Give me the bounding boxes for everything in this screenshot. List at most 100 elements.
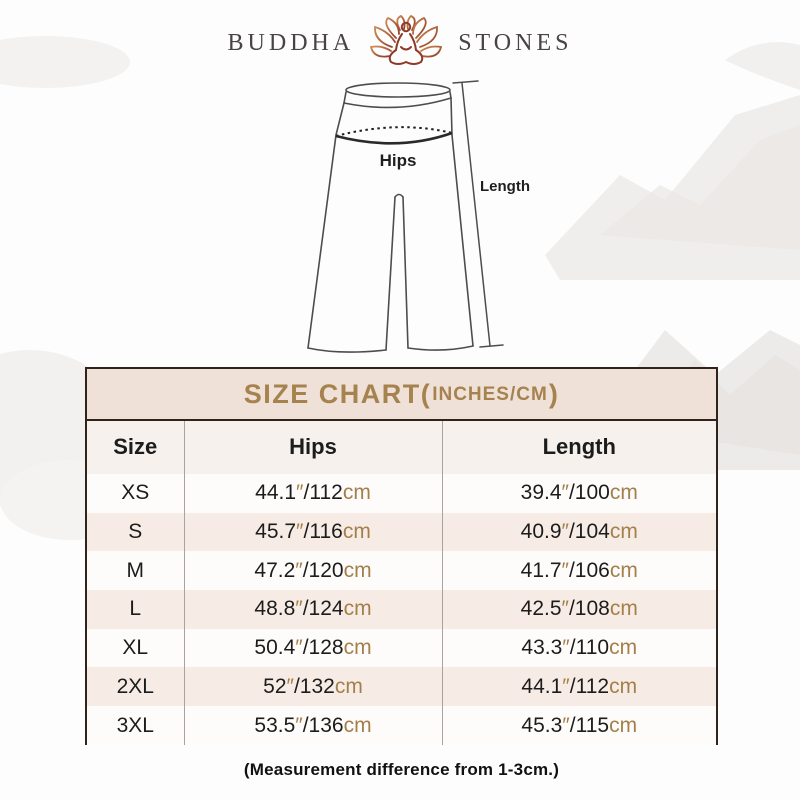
size-cell: L [87, 590, 184, 629]
inch-mark: ″ [295, 597, 303, 621]
inches-value: 39.4 [520, 481, 562, 505]
cm-value: 136 [308, 713, 344, 737]
inch-mark: ″ [562, 636, 570, 660]
cm-value: 110 [575, 636, 610, 660]
hips-dotted-line [335, 126, 453, 137]
slash: / [302, 558, 309, 582]
inch-mark: ″ [296, 481, 304, 505]
inch-mark: ″ [561, 597, 569, 621]
hips-cell: 44.1″/112cm [183, 473, 442, 513]
inches-value: 43.3 [521, 636, 563, 660]
cm-value: 124 [308, 597, 344, 621]
cm-unit: cm [343, 636, 372, 660]
cm-unit: cm [343, 713, 372, 737]
hips-label: Hips [380, 151, 417, 170]
left-hem [307, 347, 387, 353]
brand-logo: BUDDHA [0, 12, 800, 74]
inches-value: 50.4 [254, 636, 296, 660]
table-row-l: L 48.8″/124cm 42.5″/108cm [87, 590, 716, 629]
cm-value: 104 [574, 520, 610, 544]
inches-value: 40.9 [520, 520, 562, 544]
cm-value: 132 [299, 674, 335, 698]
col-header-hips: Hips [183, 421, 442, 474]
crotch [394, 193, 404, 198]
inches-value: 47.2 [254, 558, 296, 582]
cm-value: 106 [574, 558, 610, 582]
length-cell: 41.7″/106cm [441, 551, 716, 591]
size-cell: M [87, 551, 184, 591]
slash: / [569, 713, 576, 737]
size-chart: SIZE CHART(INCHES/CM) Size Hips Length X… [85, 367, 718, 745]
cm-value: 128 [308, 636, 344, 660]
hips-cell: 52″/132cm [183, 667, 442, 707]
inch-mark: ″ [561, 481, 569, 505]
table-row-2xl: 2XL 52″/132cm 44.1″/112cm [87, 667, 716, 707]
cm-value: 115 [575, 713, 610, 737]
length-cell: 45.3″/115cm [441, 706, 716, 745]
table-row-xs: XS 44.1″/112cm 39.4″/100cm [87, 473, 716, 513]
cm-value: 108 [574, 597, 610, 621]
inch-mark: ″ [296, 520, 304, 544]
cm-unit: cm [609, 674, 638, 698]
slash: / [568, 597, 575, 621]
inches-value: 41.7 [520, 558, 562, 582]
slash: / [303, 481, 310, 505]
length-cell: 43.3″/110cm [441, 628, 716, 668]
length-cell: 39.4″/100cm [441, 473, 716, 513]
inches-value: 44.1 [521, 674, 563, 698]
cm-unit: cm [343, 597, 372, 621]
cm-unit: cm [609, 520, 638, 544]
brand-word-right: STONES [458, 29, 573, 56]
cm-value: 100 [574, 481, 610, 505]
pants-diagram: Hips Length [290, 74, 540, 370]
cm-unit: cm [609, 558, 638, 582]
title-close-paren: ) [548, 378, 560, 409]
slash: / [293, 674, 300, 698]
cm-unit: cm [343, 558, 372, 582]
inch-mark: ″ [286, 674, 294, 698]
table-row-m: M 47.2″/120cm 41.7″/106cm [87, 551, 716, 591]
slash: / [303, 520, 310, 544]
size-cell: 2XL [87, 667, 184, 707]
col-header-length: Length [441, 421, 716, 474]
slash: / [302, 636, 309, 660]
cm-value: 116 [309, 520, 343, 544]
size-cell: XL [87, 628, 184, 668]
table-row-s: S 45.7″/116cm 40.9″/104cm [87, 512, 716, 552]
inch-mark: ″ [295, 558, 303, 582]
inches-value: 48.8 [254, 597, 296, 621]
length-cell: 40.9″/104cm [441, 512, 716, 552]
hips-cell: 50.4″/128cm [183, 628, 442, 668]
cm-unit: cm [342, 520, 371, 544]
cm-value: 112 [575, 674, 610, 698]
inch-mark: ″ [561, 558, 569, 582]
inch-mark: ″ [561, 520, 569, 544]
inch-mark: ″ [562, 674, 570, 698]
slash: / [568, 558, 575, 582]
table-row-xl: XL 50.4″/128cm 43.3″/110cm [87, 628, 716, 668]
length-measure-line [452, 80, 504, 348]
table-row-3xl: 3XL 53.5″/136cm 45.3″/115cm [87, 706, 716, 745]
table-header-row: Size Hips Length [87, 421, 716, 474]
length-cell: 42.5″/108cm [441, 590, 716, 629]
cm-unit: cm [334, 674, 363, 698]
size-cell: S [87, 512, 184, 552]
inches-value: 45.3 [521, 713, 563, 737]
inches-value: 42.5 [520, 597, 562, 621]
left-inner-edge [385, 196, 396, 351]
measurement-note: (Measurement difference from 1-3cm.) [243, 760, 560, 779]
hips-solid-line [335, 131, 453, 145]
col-header-size: Size [87, 421, 184, 474]
cm-unit: cm [609, 713, 638, 737]
size-cell: XS [87, 473, 184, 513]
inch-mark: ″ [562, 713, 570, 737]
cm-value: 120 [308, 558, 344, 582]
title-main-text: SIZE CHART( [243, 378, 432, 409]
right-hem [407, 345, 474, 351]
cm-unit: cm [342, 481, 371, 505]
slash: / [302, 597, 309, 621]
inch-mark: ″ [295, 713, 303, 737]
cm-unit: cm [609, 481, 638, 505]
hips-cell: 45.7″/116cm [183, 512, 442, 552]
